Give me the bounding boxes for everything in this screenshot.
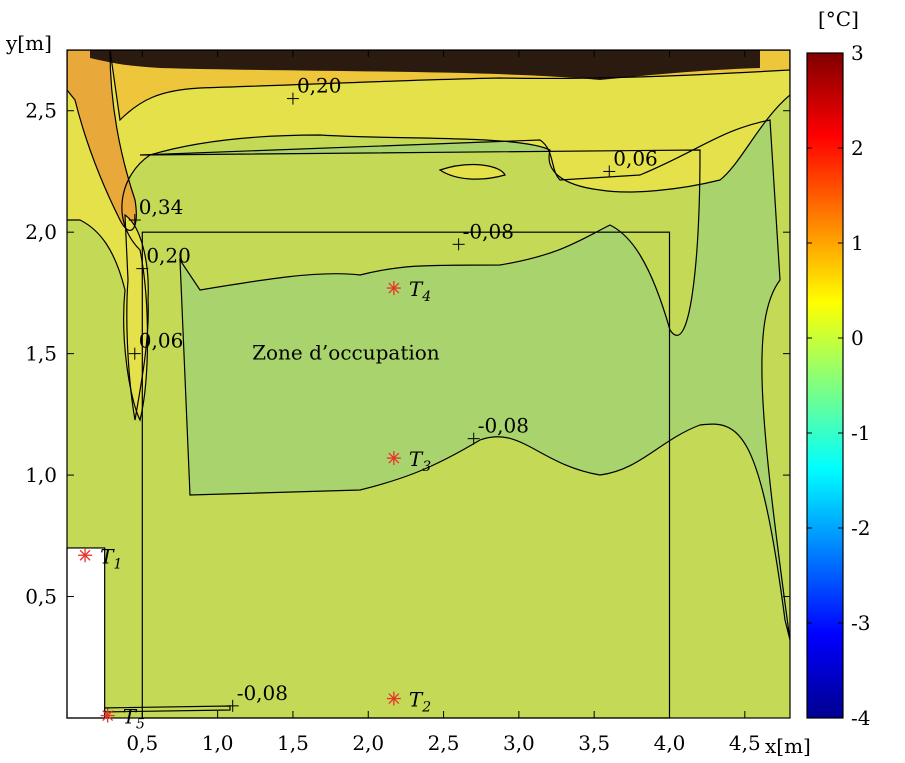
contour-label: 0,06 xyxy=(139,329,184,353)
colorbar-tick-label: -2 xyxy=(851,516,870,540)
x-tick-label: 3,5 xyxy=(578,731,610,755)
obstacle-box xyxy=(66,547,106,719)
contour-label: 0,20 xyxy=(297,74,342,98)
sensor-star-stroke xyxy=(79,549,91,561)
y-tick-label: 1,5 xyxy=(25,342,57,366)
colorbar-tick-label: -4 xyxy=(851,706,870,730)
sensor-star-stroke xyxy=(388,452,400,464)
y-axis-ticks: 0,5 1,0 1,5 2,0 2,5 xyxy=(25,99,790,609)
x-tick-label: 4,5 xyxy=(729,731,761,755)
y-tick-label: 2,5 xyxy=(25,99,57,123)
warm-island xyxy=(440,164,505,180)
x-axis-ticks: 0,5 1,0 1,5 2,0 2,5 3,0 3,5 4,0 4,5 xyxy=(126,50,761,755)
contour-label: -0,08 xyxy=(237,681,288,705)
contour-label: 0,34 xyxy=(139,195,184,219)
colorbar-ticks: 3 2 1 0 -1 -2 -3 -4 xyxy=(807,41,870,730)
contour-lines xyxy=(67,50,790,713)
sensor-label-sub: 4 xyxy=(421,289,431,305)
sensor-star-stroke xyxy=(388,693,400,705)
sensor-label-sub: 3 xyxy=(422,459,431,475)
cool-region xyxy=(140,120,790,640)
warm-region-top xyxy=(67,50,790,420)
contour-label: -0,08 xyxy=(463,219,514,243)
contour-line xyxy=(109,50,790,122)
sensor-star-stroke xyxy=(102,710,114,722)
contour-line xyxy=(139,119,790,641)
dark-region-top xyxy=(90,50,760,80)
colorbar-tick-label: 3 xyxy=(851,41,864,65)
sensor-star-stroke xyxy=(388,282,400,294)
contour-label: 0,20 xyxy=(146,244,191,268)
contour-label: -0,08 xyxy=(478,414,529,438)
x-tick-label: 3,0 xyxy=(503,731,535,755)
colorbar-tick-label: 0 xyxy=(851,326,864,350)
contour-labels: 0,20 0,06 0,34 0,20 -0,08 0,06 -0,08 -0,08 xyxy=(128,74,658,712)
y-tick-label: 2,0 xyxy=(25,220,57,244)
sensor-label-sub: 1 xyxy=(113,556,122,572)
y-axis-label: y[m] xyxy=(5,31,52,55)
colorbar-tick-label: 1 xyxy=(851,231,864,255)
hot-region-left xyxy=(67,50,137,231)
x-tick-label: 2,5 xyxy=(428,731,460,755)
contour-field xyxy=(67,50,790,718)
contour-line xyxy=(438,164,506,180)
x-tick-label: 4,0 xyxy=(654,731,686,755)
x-axis-label: x[m] xyxy=(765,734,811,758)
x-tick-label: 0,5 xyxy=(126,731,158,755)
colorbar-tick-label: -3 xyxy=(851,611,870,635)
y-tick-label: 1,0 xyxy=(25,463,57,487)
occupation-zone-label: Zone d’occupation xyxy=(252,341,440,365)
contour-line xyxy=(99,705,231,713)
contour-line xyxy=(67,50,137,231)
colorbar xyxy=(806,52,844,719)
x-tick-label: 2,0 xyxy=(352,731,384,755)
colorbar-tick-label: 2 xyxy=(851,136,864,160)
contour-line xyxy=(67,50,790,422)
y-tick-label: 0,5 xyxy=(25,585,57,609)
sensor-label-sub: 2 xyxy=(421,700,431,716)
contour-label: 0,06 xyxy=(613,146,658,170)
x-tick-label: 1,5 xyxy=(277,731,309,755)
x-tick-label: 1,0 xyxy=(202,731,234,755)
plot-frame xyxy=(66,49,791,719)
colorbar-unit: [°C] xyxy=(818,7,859,31)
colorbar-tick-label: -1 xyxy=(851,421,870,445)
sensor-label-sub: 5 xyxy=(136,717,145,733)
